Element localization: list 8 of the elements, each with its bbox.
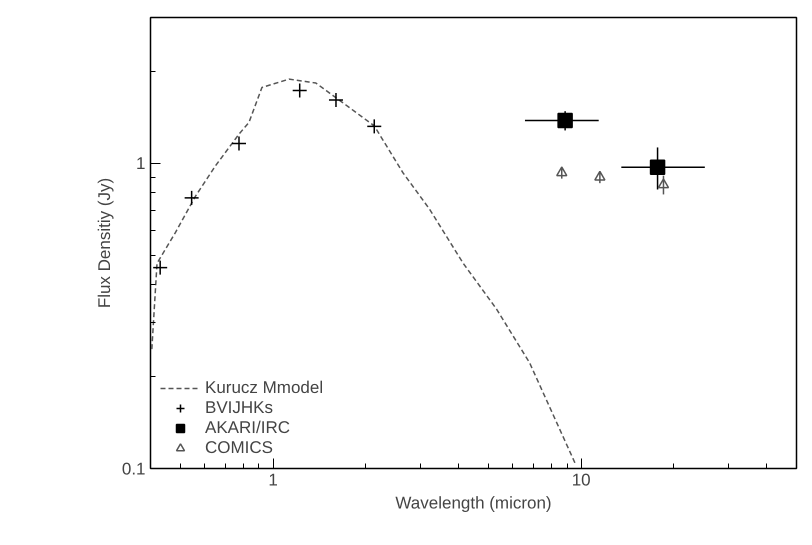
legend-label: COMICS <box>205 438 273 458</box>
x-axis-title: Wavelength (micron) <box>395 494 552 512</box>
y-tick-label: 0.1 <box>122 460 146 478</box>
legend-label: Kurucz Mmodel <box>205 378 324 398</box>
x-tick-label: 10 <box>572 470 591 490</box>
legend-label: AKARI/IRC <box>205 418 290 438</box>
legend-label: BVIJHKs <box>205 398 274 418</box>
y-axis-title: Flux Densitiy (Jy) <box>94 178 114 308</box>
